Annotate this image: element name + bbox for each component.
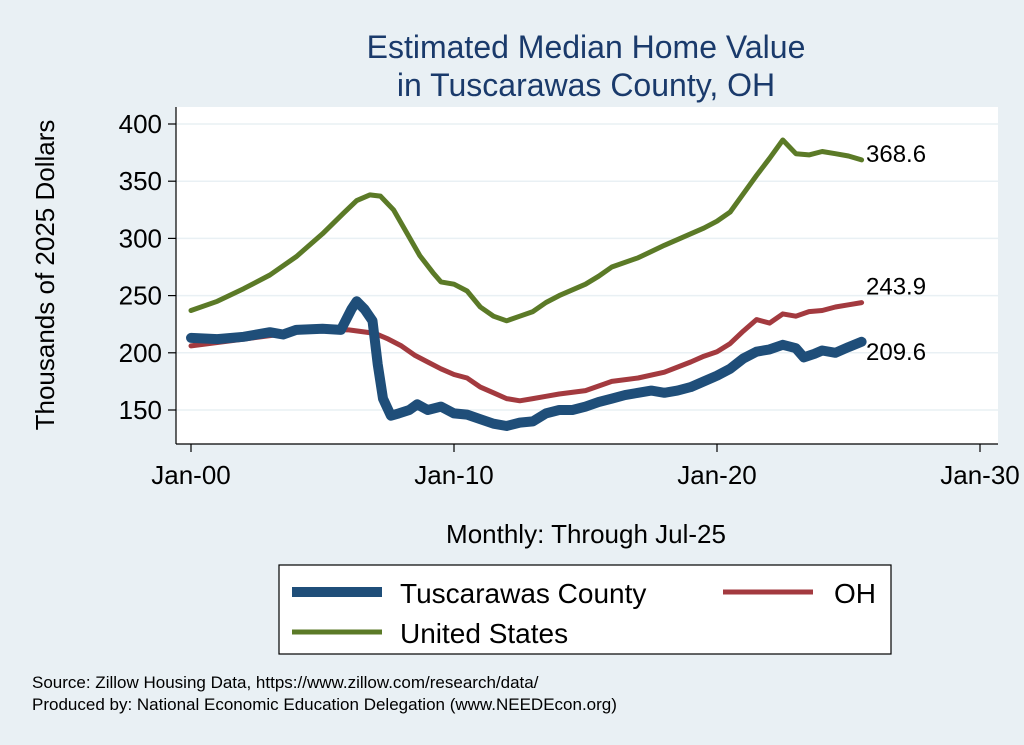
end-label-tuscarawas-county: 209.6: [866, 339, 926, 366]
end-label-oh: 243.9: [866, 274, 926, 301]
x-tick-label-2020: Jan-20: [677, 460, 757, 490]
y-axis-title: Thousands of 2025 Dollars: [30, 120, 60, 431]
x-ticks: Jan-00 Jan-10 Jan-20 Jan-30: [151, 444, 1020, 490]
legend-label-oh: OH: [834, 578, 876, 609]
x-tick-label-2030: Jan-30: [940, 460, 1020, 490]
series-lines: [186, 137, 867, 431]
x-axis-title: Monthly: Through Jul-25: [446, 519, 726, 549]
produced-by-note: Produced by: National Economic Education…: [32, 695, 617, 714]
legend-box: [278, 564, 892, 655]
x-tick-label-2000: Jan-00: [151, 460, 231, 490]
series-line-united-states: [188, 137, 865, 324]
y-tick-label-400: 400: [119, 109, 162, 139]
chart-title-line-2: in Tuscarawas County, OH: [397, 67, 775, 103]
y-ticks: 150 200 250 300 350 400: [119, 109, 176, 425]
legend-label-us: United States: [400, 618, 568, 649]
grid-lines: [176, 123, 998, 411]
x-tick-label-2010: Jan-10: [414, 460, 494, 490]
legend: Tuscarawas County OH United States: [278, 564, 892, 655]
end-label-united-states: 368.6: [866, 141, 926, 168]
axes: [175, 107, 998, 445]
y-tick-label-350: 350: [119, 166, 162, 196]
source-note: Source: Zillow Housing Data, https://www…: [32, 673, 539, 692]
series-line-tuscarawas-county: [186, 296, 867, 431]
y-tick-label-200: 200: [119, 338, 162, 368]
y-tick-label-250: 250: [119, 281, 162, 311]
series-line-oh: [188, 300, 865, 404]
y-tick-label-150: 150: [119, 395, 162, 425]
legend-label-tuscarawas: Tuscarawas County: [400, 578, 646, 609]
chart-title-line-1: Estimated Median Home Value: [367, 29, 806, 65]
end-labels: 209.6 243.9 368.6: [866, 141, 926, 366]
y-tick-label-300: 300: [119, 223, 162, 253]
